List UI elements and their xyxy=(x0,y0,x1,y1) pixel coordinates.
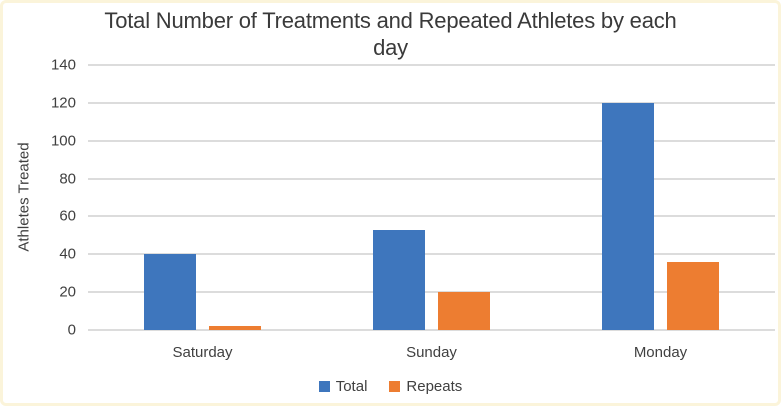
legend-label: Total xyxy=(335,378,368,395)
chart-title: Total Number of Treatments and Repeated … xyxy=(104,8,677,60)
x-axis-labels: Saturday Sunday Monday xyxy=(88,344,775,361)
gridline xyxy=(88,139,775,142)
gridline xyxy=(88,291,775,294)
legend-label: Repeats xyxy=(406,378,463,395)
y-tick-label: 140 xyxy=(50,56,76,74)
plot-area xyxy=(88,64,775,331)
x-axis-label-monday: Monday xyxy=(633,344,688,361)
x-axis-label-sunday: Sunday xyxy=(406,344,457,361)
y-tick-label: 60 xyxy=(59,207,76,225)
y-tick-label: 120 xyxy=(50,94,76,112)
gridline xyxy=(88,253,775,256)
gridline xyxy=(88,64,775,66)
y-tick-label: 80 xyxy=(59,170,76,188)
bar-group-saturday xyxy=(88,65,317,330)
gridline xyxy=(88,215,775,218)
bar-total-monday xyxy=(602,102,654,330)
y-axis-ticks: 0 20 40 60 80 100 120 140 xyxy=(3,57,76,339)
legend-item-repeats: Repeats xyxy=(389,378,462,395)
gridline xyxy=(88,329,775,331)
bar-group-sunday xyxy=(317,65,546,330)
gridline xyxy=(88,101,775,104)
y-tick-label: 0 xyxy=(67,321,76,339)
y-tick-label: 20 xyxy=(59,283,76,301)
x-axis-label-saturday: Saturday xyxy=(172,344,233,361)
bar-repeats-monday xyxy=(667,261,719,330)
legend-item-total: Total xyxy=(318,378,368,395)
gridline xyxy=(88,177,775,180)
bar-groups xyxy=(88,65,775,330)
bar-group-monday xyxy=(546,65,775,330)
y-tick-label: 40 xyxy=(59,245,76,263)
legend-swatch-icon xyxy=(318,381,330,392)
bar-total-sunday xyxy=(373,229,425,330)
bar-repeats-sunday xyxy=(438,292,490,330)
bar-repeats-saturday xyxy=(209,326,261,330)
y-tick-label: 100 xyxy=(50,132,76,150)
legend-swatch-icon xyxy=(389,381,401,392)
legend: Total Repeats xyxy=(3,378,778,395)
bar-total-saturday xyxy=(144,254,196,330)
